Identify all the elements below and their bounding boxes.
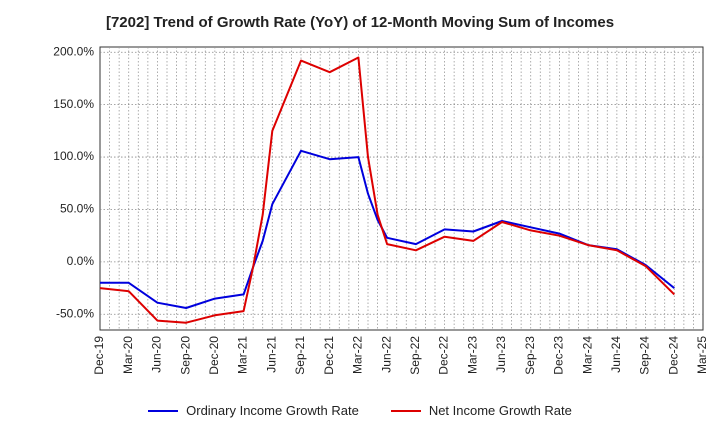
x-tick-label: Mar-25 [695,336,709,374]
x-tick-label: Mar-20 [121,336,135,374]
legend-item-net-income: Net Income Growth Rate [390,403,572,418]
legend-item-ordinary-income: Ordinary Income Growth Rate [148,403,359,418]
y-tick-label: 50.0% [60,202,94,216]
legend-label: Ordinary Income Growth Rate [186,403,359,418]
chart-title: [7202] Trend of Growth Rate (YoY) of 12-… [105,14,615,31]
legend-swatch-blue [148,409,179,412]
y-axis: -50.0% 0.0% 50.0% 100.0% 150.0% 200.0% [53,44,94,320]
y-tick-label: 200.0% [53,44,94,58]
y-tick-label: 150.0% [53,97,94,111]
x-tick-label: Mar-24 [580,336,594,374]
y-tick-label: 100.0% [53,149,94,163]
legend-swatch-red [390,409,421,412]
y-tick-label: 0.0% [67,254,95,268]
series-lines [99,56,676,324]
net-income-series-line [99,56,676,324]
x-tick-label: Mar-22 [351,336,365,374]
legend: Ordinary Income Growth Rate Net Income G… [0,403,720,418]
x-tick-label: Dec-23 [552,336,566,375]
x-tick-label: Jun-24 [609,336,623,373]
x-axis: Dec-19 Mar-20 Jun-20 Sep-20 Dec-20 Mar-21 Jun-… [92,336,709,375]
x-tick-label: Dec-22 [437,336,451,375]
x-tick-label: Sep-24 [638,336,652,375]
x-tick-label: Jun-21 [264,336,278,373]
legend-label: Net Income Growth Rate [428,403,572,418]
x-tick-label: Dec-20 [207,336,221,375]
ordinary-income-series-line [100,149,675,309]
y-tick-label: -50.0% [56,306,94,320]
x-tick-label: Sep-23 [523,336,537,375]
x-tick-label: Sep-22 [408,336,422,375]
x-tick-label: Dec-21 [322,336,336,375]
x-tick-label: Jun-23 [494,336,508,373]
x-tick-label: Jun-22 [379,336,393,373]
x-tick-label: Sep-21 [293,336,307,375]
x-tick-label: Sep-20 [178,336,192,375]
x-tick-label: Mar-21 [236,336,250,374]
x-tick-label: Mar-23 [465,336,479,374]
x-tick-label: Jun-20 [150,336,164,373]
x-tick-label: Dec-19 [92,336,106,375]
plot-area [99,46,704,331]
x-tick-label: Dec-24 [666,336,680,375]
